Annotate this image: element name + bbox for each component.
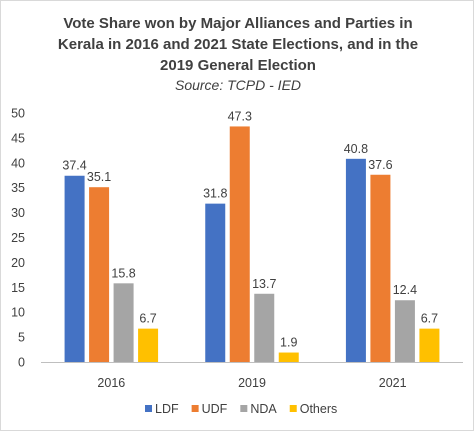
bar-nda-2019 (254, 293, 275, 362)
legend-label-others: Others (300, 402, 338, 416)
y-tick-label: 20 (11, 256, 25, 270)
legend-label-udf: UDF (202, 402, 228, 416)
data-label-nda-2016: 15.8 (111, 266, 135, 280)
x-tick-label: 2021 (379, 376, 407, 390)
legend: LDF UDF NDA Others (145, 402, 337, 416)
y-tick-label: 40 (11, 156, 25, 170)
bar-ldf-2016 (64, 175, 85, 362)
data-label-others-2016: 6.7 (139, 312, 156, 326)
data-label-udf-2021: 37.6 (368, 158, 392, 172)
x-tick-label: 2019 (238, 376, 266, 390)
legend-swatch-others (289, 405, 297, 412)
data-label-udf-2016: 35.1 (87, 170, 111, 184)
chart-title-line-3: 2019 General Election (160, 57, 316, 74)
data-label-nda-2019: 13.7 (252, 277, 276, 291)
data-label-ldf-2016: 37.4 (62, 159, 86, 173)
bar-udf-2016 (89, 187, 110, 362)
y-tick-label: 0 (18, 356, 25, 370)
x-axis: 2016 2019 2021 (97, 376, 406, 390)
legend-label-nda: NDA (250, 402, 277, 416)
chart-subtitle: Source: TCPD - IED (175, 77, 301, 93)
bars (64, 126, 440, 362)
bar-ldf-2021 (345, 158, 366, 362)
data-label-others-2019: 1.9 (280, 336, 297, 350)
y-tick-label: 30 (11, 206, 25, 220)
data-label-nda-2021: 12.4 (393, 283, 417, 297)
y-tick-label: 35 (11, 181, 25, 195)
bar-nda-2021 (394, 300, 415, 362)
data-label-ldf-2021: 40.8 (344, 142, 368, 156)
legend-swatch-ldf (145, 405, 152, 412)
value-labels: 37.435.1 15.8 6.7 31.8 47.3 13.7 1.9 40.837.6 12… (62, 109, 438, 349)
data-label-udf-2019: 47.3 (228, 109, 252, 123)
bar-others-2016 (138, 328, 159, 362)
y-tick-label: 5 (18, 331, 25, 345)
data-label-others-2021: 6.7 (421, 312, 438, 326)
legend-swatch-udf (191, 405, 199, 412)
bar-udf-2021 (370, 174, 391, 362)
legend-swatch-nda (240, 405, 248, 412)
y-axis: 0 5 10 15 20 25 30 35 40 45 50 (11, 107, 25, 370)
chart-title-line-2: Kerala in 2016 and 2021 State Elections,… (58, 36, 418, 53)
bar-ldf-2019 (205, 203, 226, 362)
bar-others-2021 (419, 328, 440, 362)
y-tick-label: 50 (11, 107, 25, 121)
legend-label-ldf: LDF (155, 402, 179, 416)
y-tick-label: 25 (11, 231, 25, 245)
y-tick-label: 45 (11, 131, 25, 145)
y-tick-label: 10 (11, 306, 25, 320)
bar-udf-2019 (229, 126, 250, 362)
x-tick-label: 2016 (97, 376, 125, 390)
bar-others-2019 (278, 352, 299, 362)
chart-title-line-1: Vote Share won by Major Alliances and Pa… (63, 15, 412, 32)
y-tick-label: 15 (11, 281, 25, 295)
bar-nda-2016 (113, 283, 134, 362)
data-label-ldf-2019: 31.8 (203, 187, 227, 201)
